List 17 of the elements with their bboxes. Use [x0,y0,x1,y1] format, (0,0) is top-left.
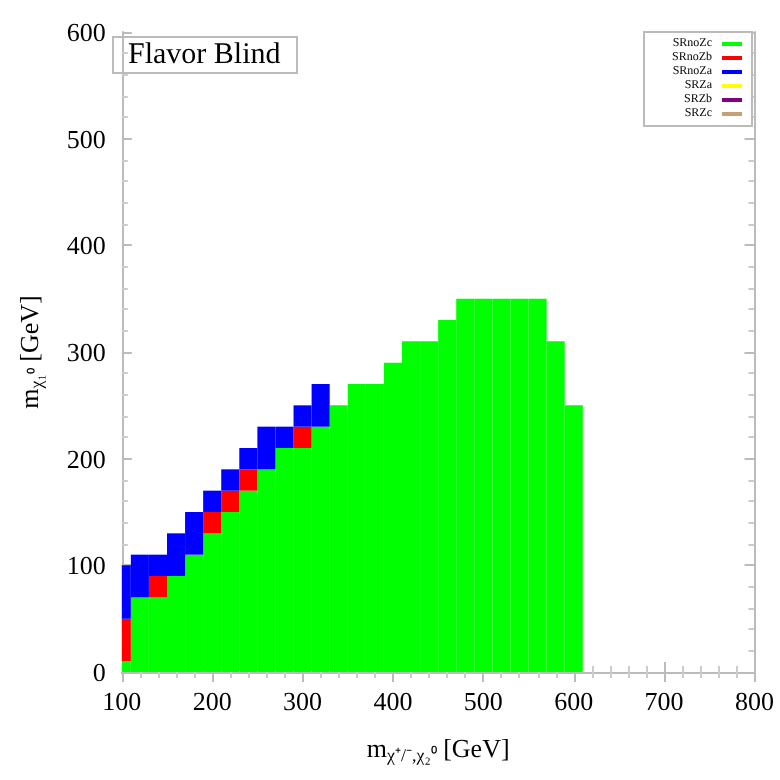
chart-title: Flavor Blind [128,39,282,71]
y-tick-label: 0 [92,657,106,687]
y-tick-label: 100 [66,550,106,581]
x-tick-label: 200 [192,686,232,716]
y-tick-label: 200 [66,443,106,474]
y-tick-label: 500 [66,123,106,154]
x-tick-label: 400 [373,686,413,716]
x-tick-label: 300 [283,686,323,716]
x-tick-label: 800 [735,686,774,716]
y-tick-label: 400 [66,230,106,261]
x-tick-label: 500 [463,686,503,716]
y-axis-title: mχ₁⁰ [GeV] [14,295,46,409]
y-tick-label: 600 [66,17,106,47]
x-tick-label: 600 [554,686,594,716]
x-tick-label: 100 [102,686,142,716]
y-tick-label: 300 [66,337,106,367]
x-tick-label: 700 [644,686,684,716]
